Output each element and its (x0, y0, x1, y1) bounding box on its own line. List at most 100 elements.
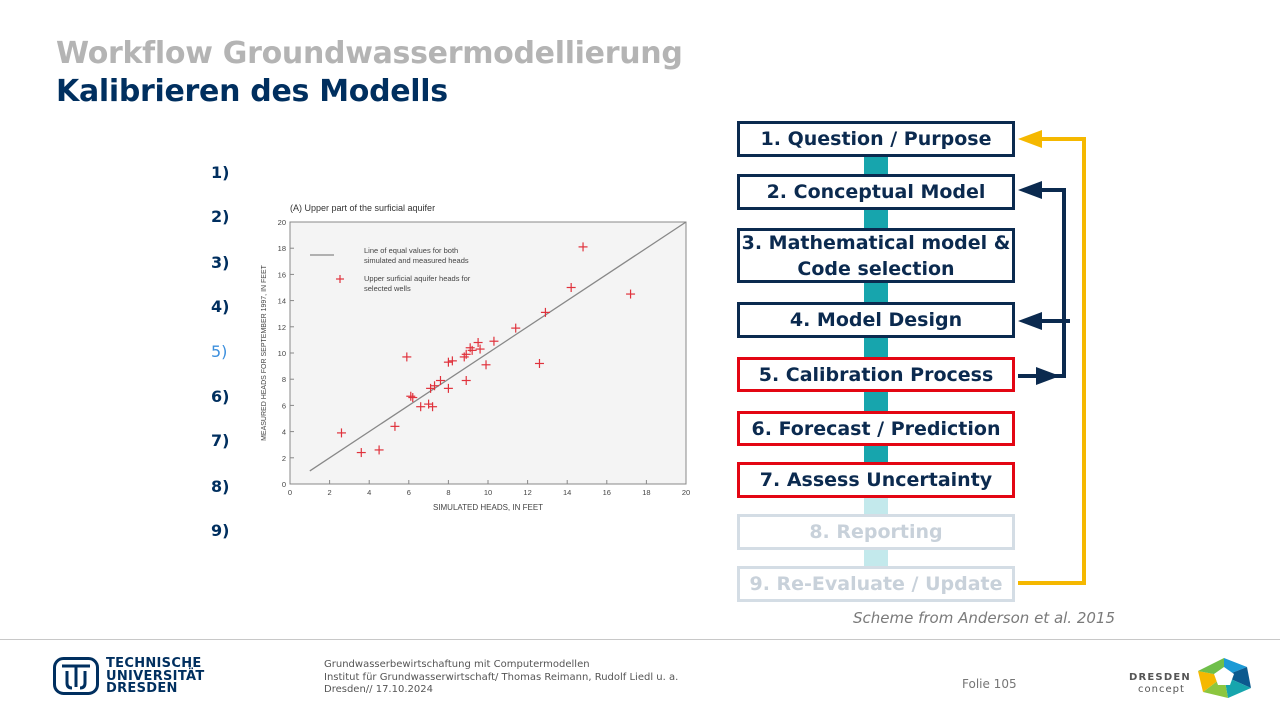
step-number: 1) (211, 163, 230, 182)
data-point (416, 402, 426, 412)
tud-logo-icon (53, 657, 99, 695)
data-point (374, 445, 384, 455)
x-tick-label: 20 (682, 488, 690, 497)
data-point (578, 242, 588, 252)
flow-connector (864, 392, 888, 412)
step-number: 3) (211, 253, 230, 272)
x-tick-label: 16 (603, 488, 611, 497)
x-tick-label: 0 (288, 488, 292, 497)
chart-title: (A) Upper part of the surficial aquifer (290, 203, 435, 213)
tud-wordmark-line: TECHNISCHE (106, 656, 202, 671)
y-tick-label: 6 (282, 401, 286, 410)
footer-line: Institut für Grundwasserwirtschaft/ Thom… (324, 671, 679, 683)
arrow-head-navy (1018, 181, 1042, 199)
legend-marker-label: Upper surficial aquifer heads for select… (364, 274, 472, 293)
calibration-scatter-chart: (A) Upper part of the surficial aquifer … (256, 196, 702, 518)
data-point (534, 358, 544, 368)
workflow-step-uncertainty: 7. Assess Uncertainty (737, 462, 1015, 498)
arrow-head-navy (1036, 367, 1060, 385)
data-point (489, 336, 499, 346)
step-number: 4) (211, 297, 230, 316)
tud-wordmark-line: UNIVERSITÄT (106, 668, 205, 684)
feedback-arrow-yellow (1018, 137, 1086, 585)
data-point (428, 402, 438, 412)
page-number: Folie 105 (962, 677, 1017, 691)
x-axis-label: SIMULATED HEADS, IN FEET (433, 503, 543, 512)
footer-line: Dresden// 17.10.2024 (324, 684, 433, 695)
workflow-step-forecast: 6. Forecast / Prediction (737, 411, 1015, 446)
flow-connector-faded (864, 498, 888, 514)
data-point (475, 344, 485, 354)
data-point (406, 391, 416, 401)
data-point (540, 307, 550, 317)
scheme-source-caption: Scheme from Anderson et al. 2015 (853, 609, 1116, 627)
x-tick-labels: 0 2 4 6 8 10 12 14 16 18 20 (288, 480, 690, 497)
x-tick-label: 6 (407, 488, 411, 497)
feedback-arrow-navy (1018, 188, 1066, 378)
data-point (511, 323, 521, 333)
data-point (481, 360, 491, 370)
data-point (461, 376, 471, 386)
footer-divider (0, 639, 1280, 640)
y-tick-label: 10 (278, 349, 286, 358)
data-point (390, 421, 400, 431)
y-tick-label: 20 (278, 218, 286, 227)
data-point (626, 289, 636, 299)
legend-line-label-text: simulated and measured heads (364, 256, 469, 265)
workflow-step-conceptual-model: 2. Conceptual Model (737, 174, 1015, 210)
scatter-plot: (A) Upper part of the surficial aquifer … (261, 203, 690, 512)
dresden-concept-logo-icon (1198, 658, 1251, 698)
workflow-step-mathematical-model: 3. Mathematical model & Code selection (737, 228, 1015, 283)
y-tick-label: 16 (278, 270, 286, 279)
flow-connector-faded (864, 550, 888, 566)
x-tick-label: 4 (367, 488, 371, 497)
workflow-step-reporting: 8. Reporting (737, 514, 1015, 550)
data-point (402, 352, 412, 362)
y-tick-label: 2 (282, 454, 286, 463)
chart-legend: Line of equal values for both simulated … (310, 246, 472, 293)
data-point (435, 376, 445, 386)
data-point (467, 345, 477, 355)
footer-info: Grundwasserbewirtschaftung mit Computerm… (324, 659, 678, 697)
legend-marker-label-text: Upper surficial aquifer heads for (364, 274, 471, 283)
step-number: 9) (211, 521, 230, 540)
y-tick-labels: 0 2 4 6 8 10 12 14 16 18 20 (278, 218, 294, 489)
y-axis-label: MEASURED HEADS FOR SEPTEMBER 1997, IN FE… (261, 264, 268, 441)
arrow-head-yellow (1018, 130, 1042, 148)
step-number: 2) (211, 207, 230, 226)
workflow-step-model-design: 4. Model Design (737, 302, 1015, 338)
y-tick-label: 18 (278, 244, 286, 253)
data-point (443, 383, 453, 393)
data-point (336, 428, 346, 438)
x-tick-label: 14 (563, 488, 571, 497)
legend-line-label: Line of equal values for both simulated … (364, 246, 469, 265)
workflow-step-question: 1. Question / Purpose (737, 121, 1015, 157)
y-tick-label: 14 (278, 297, 286, 306)
footer-line: Grundwasserbewirtschaftung mit Computerm… (324, 659, 590, 670)
flow-connector (864, 283, 888, 303)
y-tick-label: 0 (282, 480, 286, 489)
data-point (408, 393, 418, 403)
tud-wordmark: TECHNISCHE UNIVERSITÄT DRESDEN (106, 656, 205, 696)
slide-heading: Workflow Groundwassermodellierung (56, 36, 683, 71)
y-tick-label: 8 (282, 375, 286, 384)
x-tick-label: 2 (328, 488, 332, 497)
arrow-head-navy (1018, 312, 1042, 330)
legend-marker-label-text: selected wells (364, 284, 411, 293)
workflow-step-calibration: 5. Calibration Process (737, 357, 1015, 392)
x-tick-label: 12 (523, 488, 531, 497)
x-tick-label: 18 (642, 488, 650, 497)
data-points (336, 242, 636, 458)
y-tick-label: 12 (278, 323, 286, 332)
flow-connector (864, 210, 888, 228)
legend-marker-symbol (336, 275, 344, 283)
data-point (356, 448, 366, 458)
flow-connector (864, 446, 888, 462)
flow-connector (864, 338, 888, 358)
data-point (430, 381, 440, 391)
equal-values-line (309, 221, 687, 472)
x-tick-label: 10 (484, 488, 492, 497)
step-number-active: 5) (211, 342, 228, 361)
data-point (473, 338, 483, 348)
step-number: 6) (211, 387, 230, 406)
